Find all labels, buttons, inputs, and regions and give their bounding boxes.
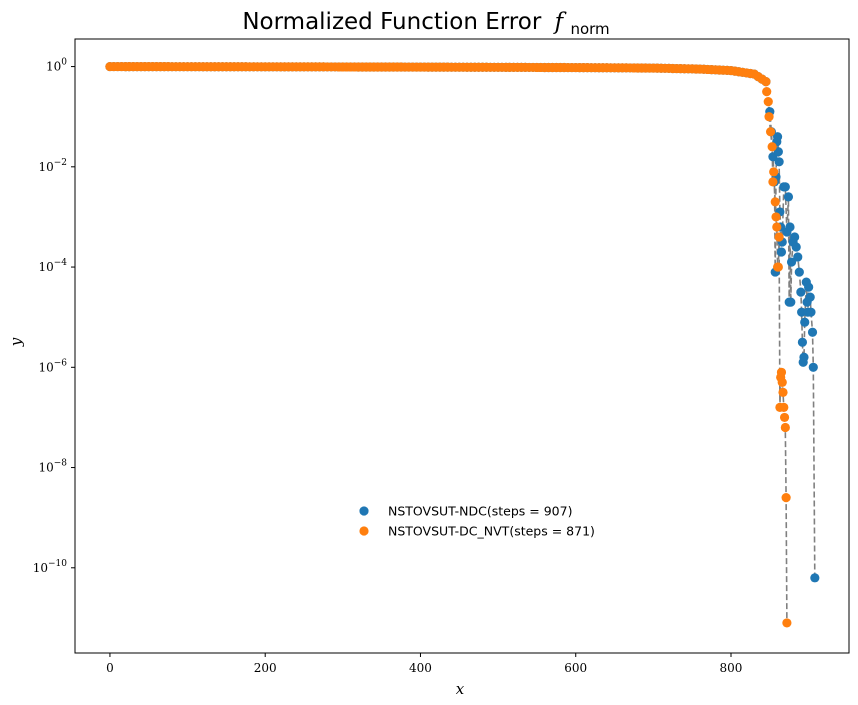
x-tick-label: 0 <box>106 661 114 675</box>
x-tick-label: 400 <box>409 661 432 675</box>
data-point <box>805 292 815 302</box>
legend-marker <box>359 506 369 516</box>
series-markers <box>105 61 820 628</box>
data-point <box>780 422 790 433</box>
chart-title-symbol: f <box>553 9 567 35</box>
data-point <box>790 232 800 242</box>
chart-title-text: Normalized Function Error <box>242 9 541 35</box>
data-point <box>765 127 776 137</box>
data-point <box>773 147 783 157</box>
y-tick-label: 10−2 <box>38 158 67 174</box>
data-point <box>774 232 784 242</box>
data-point <box>797 337 808 347</box>
data-point <box>791 242 801 252</box>
y-tick-label: 10−8 <box>38 459 67 475</box>
data-point <box>781 493 791 503</box>
data-point <box>783 192 794 202</box>
x-axis-label: x <box>456 680 465 698</box>
data-point <box>793 252 803 262</box>
data-point <box>761 77 771 87</box>
series-1-connector <box>109 65 816 578</box>
data-point <box>763 97 773 107</box>
x-tick-label: 200 <box>254 661 277 675</box>
x-tick-label: 800 <box>720 661 743 675</box>
y-tick-label: 100 <box>46 58 67 74</box>
data-point <box>779 412 790 423</box>
data-point <box>762 87 772 97</box>
data-point <box>772 132 783 142</box>
y-tick-label: 10−4 <box>38 258 67 274</box>
data-point <box>770 197 780 207</box>
data-point <box>782 618 792 628</box>
data-point <box>786 297 796 307</box>
legend-label: NSTOVSUT-NDC(steps = 907) <box>388 504 572 519</box>
y-tick-label: 10−10 <box>33 559 68 575</box>
legend: NSTOVSUT-NDC(steps = 907) NSTOVSUT-DC_NVT… <box>359 504 595 539</box>
series-2-connector <box>109 65 788 623</box>
y-tick-label: 10−6 <box>38 358 67 374</box>
data-point <box>786 257 797 267</box>
data-point <box>769 167 779 177</box>
data-point <box>806 307 816 317</box>
x-axis: 0 200 400 600 800 <box>106 653 742 675</box>
data-point <box>764 112 774 122</box>
x-tick-label: 600 <box>564 661 587 675</box>
y-axis-label: y <box>7 337 25 347</box>
data-point <box>807 327 818 337</box>
data-point <box>777 377 787 387</box>
data-point <box>780 182 790 192</box>
data-point <box>794 267 804 277</box>
series-2-markers <box>105 61 792 628</box>
plot-frame <box>74 38 850 654</box>
data-point <box>779 402 789 412</box>
data-point <box>800 317 810 327</box>
data-point <box>768 177 778 187</box>
data-point <box>767 142 777 152</box>
data-point <box>778 387 788 397</box>
data-point <box>776 367 787 377</box>
plot-area <box>74 38 850 654</box>
data-point <box>810 573 820 583</box>
data-point <box>774 157 784 167</box>
data-point <box>808 362 818 372</box>
data-point <box>776 247 787 257</box>
data-point <box>785 222 795 232</box>
data-point <box>771 212 781 222</box>
data-point <box>799 352 809 362</box>
series-connectors <box>109 65 816 623</box>
data-point <box>773 262 783 272</box>
legend-marker <box>359 526 369 536</box>
y-axis: 100 10−2 10−4 10−6 10−8 10−10 <box>33 58 75 575</box>
data-point <box>804 282 814 292</box>
chart-title-subscript: norm <box>570 20 609 38</box>
data-point <box>796 287 806 297</box>
data-point <box>772 222 782 232</box>
chart-title: Normalized Function Error f norm <box>242 9 609 38</box>
legend-label: NSTOVSUT-DC_NVT(steps = 871) <box>388 524 595 539</box>
